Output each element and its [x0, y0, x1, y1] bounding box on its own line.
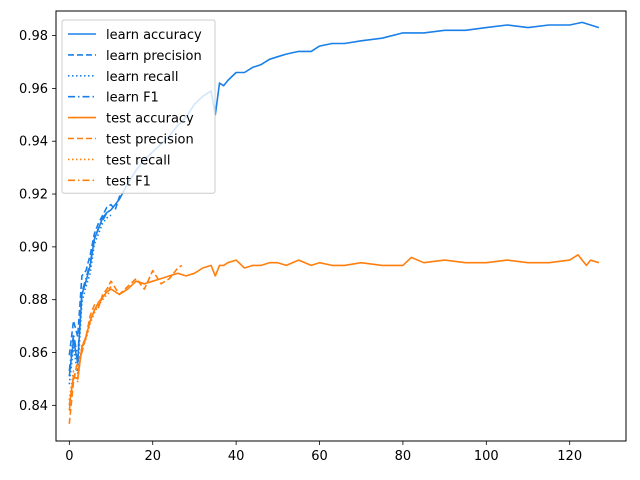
x-axis: 0 20 40 60 80 100 120: [65, 441, 582, 464]
series-line-learn-accuracy: [68, 21, 600, 377]
legend-label: learn precision: [106, 49, 202, 64]
y-tick-label: 0.90: [19, 240, 48, 255]
x-tick-label: 120: [557, 449, 582, 464]
x-tick-label: 20: [144, 449, 161, 464]
legend-label: learn recall: [106, 70, 178, 85]
series-line-learn-precision: [68, 190, 125, 356]
plot-frame: [55, 10, 627, 442]
legend: learn accuracy learn precision learn recal…: [61, 19, 216, 194]
legend-label: test precision: [106, 133, 194, 148]
x-tick-label: 80: [395, 449, 412, 464]
y-tick-label: 0.96: [19, 82, 48, 97]
x-tick-label: 60: [311, 449, 328, 464]
x-tick-label: 40: [228, 449, 245, 464]
legend-box: [61, 19, 216, 194]
y-tick-label: 0.88: [19, 293, 48, 308]
y-axis: 0.84 0.86 0.88 0.90 0.92 0.94 0.96 0.98: [19, 29, 56, 414]
legend-label: test accuracy: [106, 112, 194, 127]
y-tick-label: 0.98: [19, 29, 48, 44]
plot-lines: [68, 21, 600, 424]
legend-label: test F1: [106, 174, 151, 189]
series-line-test-accuracy: [68, 254, 600, 406]
legend-label: test recall: [106, 153, 171, 168]
legend-label: learn F1: [106, 91, 159, 106]
legend-label: learn accuracy: [106, 28, 202, 43]
y-tick-label: 0.84: [19, 399, 48, 414]
series-line-learn-f1: [68, 209, 112, 372]
y-tick-label: 0.92: [19, 188, 48, 203]
y-tick-label: 0.94: [19, 135, 48, 150]
y-tick-label: 0.86: [19, 346, 48, 361]
x-tick-label: 100: [474, 449, 499, 464]
x-tick-label: 0: [65, 449, 73, 464]
